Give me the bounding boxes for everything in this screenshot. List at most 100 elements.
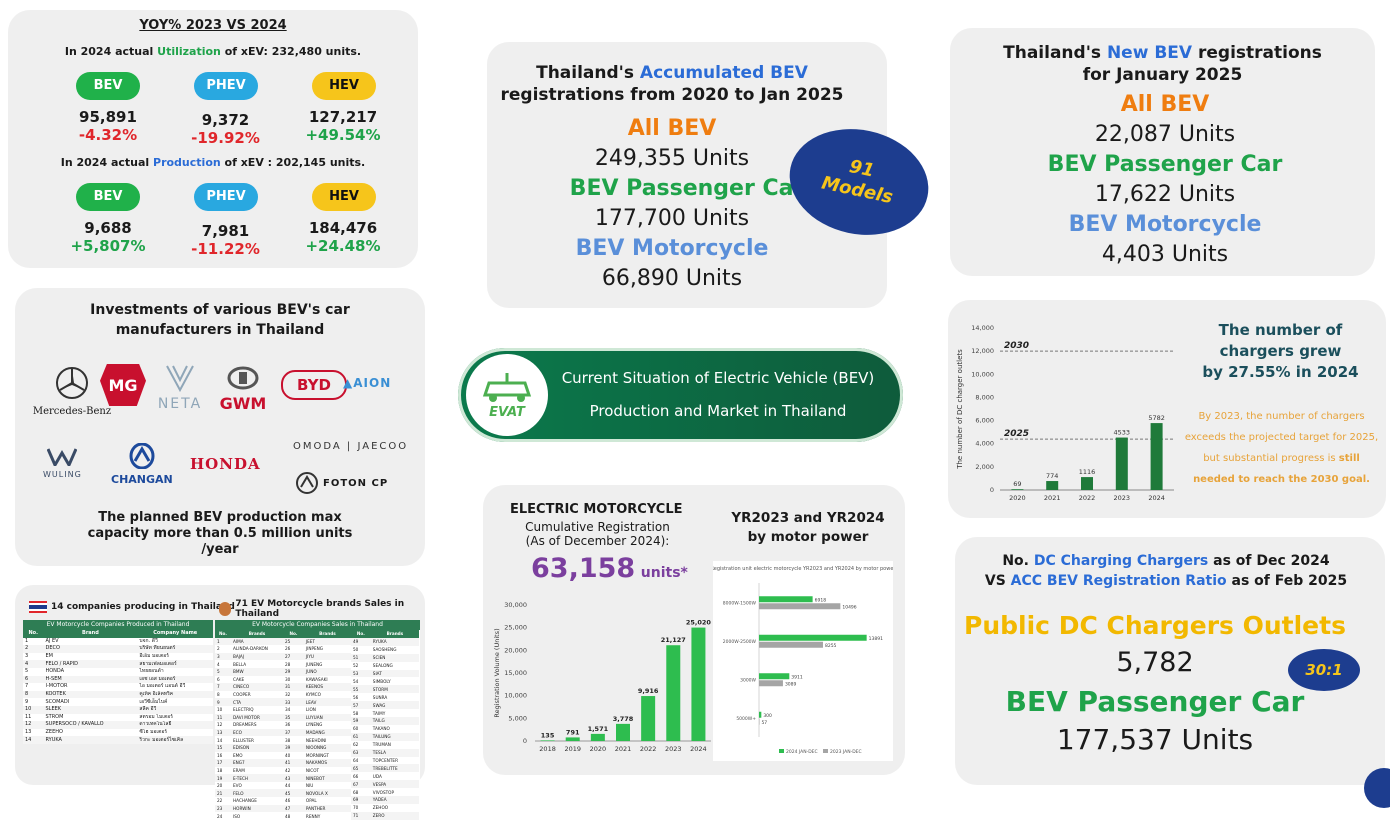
table-cell: HONDA — [43, 668, 137, 676]
util-pills: BEV PHEV HEV — [76, 72, 376, 100]
legend-swatch — [779, 749, 784, 753]
table-cell: EM — [43, 653, 137, 661]
table-cell: SLEEK — [43, 706, 137, 714]
table-cell: 25 — [283, 638, 304, 646]
legend-label: 2023 JAN-DEC — [830, 749, 862, 755]
chart-bar — [759, 673, 789, 679]
chart-bar — [759, 603, 840, 609]
table-cell: KOOTEK — [43, 691, 137, 699]
table-cell: 49 — [351, 638, 371, 646]
table-cell: ซีโฮ มอเตอร์ — [137, 729, 213, 737]
table-cell: LION — [304, 706, 351, 714]
table-cell: 13 — [23, 729, 43, 737]
table-cell: 34 — [283, 706, 304, 714]
ratio-title: No. DC Charging Chargers as of Dec 2024 … — [951, 551, 1381, 591]
table-cell: 5 — [23, 668, 43, 676]
table-cell: TREBELITTE — [371, 764, 419, 772]
table-cell: ECO — [231, 729, 283, 737]
omoda-jaecoo-logo: OMODA | JAECOO — [293, 441, 408, 452]
y-tick-label: 0 — [523, 737, 527, 745]
data-label: 10496 — [842, 604, 856, 610]
table-cell: ZEEHO — [43, 729, 137, 737]
x-tick-label: 2018 — [539, 745, 556, 753]
table-cell: 31 — [283, 683, 304, 691]
bev-pill: BEV — [76, 183, 140, 211]
public-dc-label: Public DC Chargers Outlets — [955, 611, 1355, 640]
table-cell: TAKANO — [371, 725, 419, 733]
table-cell: CTA — [231, 698, 283, 706]
y-tick-label: 10,000 — [504, 692, 527, 700]
table-cell: MORNINGT — [304, 752, 351, 760]
reference-label: 2025 — [1004, 429, 1029, 439]
chart-bar — [759, 642, 823, 648]
chart-bar — [759, 596, 813, 602]
page-number-corner — [1364, 768, 1390, 808]
y-tick-label: 8000W-1500W — [723, 600, 757, 606]
table-cell: SWAG — [371, 701, 419, 709]
y-tick-label: 5000W+ — [736, 716, 756, 722]
banner-text: Current Situation of Electric Vehicle (B… — [553, 362, 883, 428]
left-table-header: EV Motorcycle Companies Produced in Thai… — [23, 620, 213, 630]
table-cell: 8 — [215, 691, 231, 699]
x-tick-label: 2022 — [1079, 494, 1096, 502]
table-cell: I-MOTOR — [43, 683, 137, 691]
table-cell: 47 — [283, 805, 304, 813]
y-tick-label: 4,000 — [975, 440, 994, 448]
table-header-cell: Brands — [231, 630, 283, 638]
chart-bar — [759, 635, 867, 641]
table-cell: 14 — [23, 736, 43, 744]
table-cell: ISO — [231, 812, 283, 820]
table-cell: 16 — [215, 752, 231, 760]
table-cell: 17 — [215, 759, 231, 767]
table-cell: สตรอม โมเตอร์ — [137, 714, 213, 722]
table-cell: 56 — [351, 693, 371, 701]
evat-logo: EVAT — [466, 354, 548, 436]
chart-bar — [1011, 489, 1023, 490]
table-cell: NINEBOT — [304, 774, 351, 782]
moto-total: 63,158 units* — [531, 553, 688, 584]
neta-logo: NETA — [150, 364, 210, 412]
table-cell: KEENOS — [304, 683, 351, 691]
table-cell: RYUKA — [371, 638, 419, 646]
data-label: 3911 — [791, 674, 803, 680]
table-cell: STROM — [43, 714, 137, 722]
table-cell: 37 — [283, 729, 304, 737]
table-cell: 5 — [215, 668, 231, 676]
table-cell: 1 — [215, 638, 231, 646]
table-cell: SEALONG — [371, 662, 419, 670]
table-cell: 12 — [23, 721, 43, 729]
table-cell: ไทยฮอนด้า — [137, 668, 213, 676]
table-cell: 6 — [215, 676, 231, 684]
table-cell: LYNENG — [304, 721, 351, 729]
table-cell: ELECTRIQ — [231, 706, 283, 714]
ratio-passenger-label: BEV Passenger Car — [955, 685, 1355, 718]
y-tick-label: 12,000 — [971, 347, 994, 355]
table-cell: AJ EV — [43, 638, 137, 646]
prod-hev-value: 184,476+24.48% — [298, 219, 388, 258]
table-cell: VIVOSTOP — [371, 788, 419, 796]
gwm-logo: GWM — [213, 366, 273, 413]
table-cell: 51 — [351, 654, 371, 662]
